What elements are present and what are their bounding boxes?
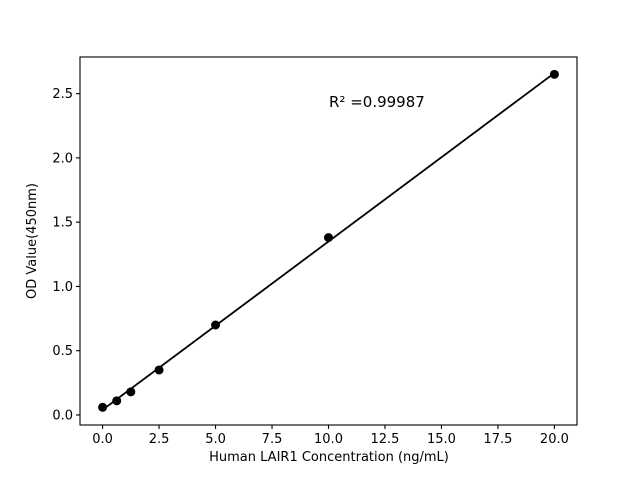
x-tick-label: 17.5 [483, 432, 512, 447]
r-squared-annotation: R² =0.99987 [329, 93, 425, 111]
data-point [154, 365, 164, 375]
y-tick-label: 0.0 [52, 408, 73, 423]
y-tick-label: 0.5 [52, 344, 73, 359]
x-tick-label: 10.0 [314, 432, 343, 447]
data-point [324, 233, 333, 243]
x-tick-label: 12.5 [371, 432, 400, 447]
y-tick-label: 2.0 [52, 151, 73, 166]
y-tick-label: 1.5 [52, 216, 73, 231]
x-tick-label: 0.0 [92, 432, 113, 447]
plot-area: 0.0 2.5 5.0 7.5 10.0 12.5 15.0 17.5 20.0 0.0 0.5 1.… [52, 56, 578, 447]
y-axis-label: OD Value(450nm) [25, 183, 40, 299]
data-point [549, 69, 559, 79]
plot-border [79, 56, 578, 426]
data-point [211, 320, 221, 330]
x-tick-label: 2.5 [149, 432, 170, 447]
x-axis-label: Human LAIR1 Concentration (ng/mL) [209, 450, 449, 465]
y-tick-label: 2.5 [52, 87, 73, 102]
y-tick-label: 1.0 [52, 280, 73, 295]
data-point [112, 396, 122, 406]
x-tick-label: 7.5 [262, 432, 283, 447]
x-tick-label: 20.0 [540, 432, 569, 447]
x-tick-label: 15.0 [427, 432, 456, 447]
x-tick-label: 5.0 [205, 432, 226, 447]
data-point [98, 402, 108, 412]
data-point [126, 387, 136, 397]
